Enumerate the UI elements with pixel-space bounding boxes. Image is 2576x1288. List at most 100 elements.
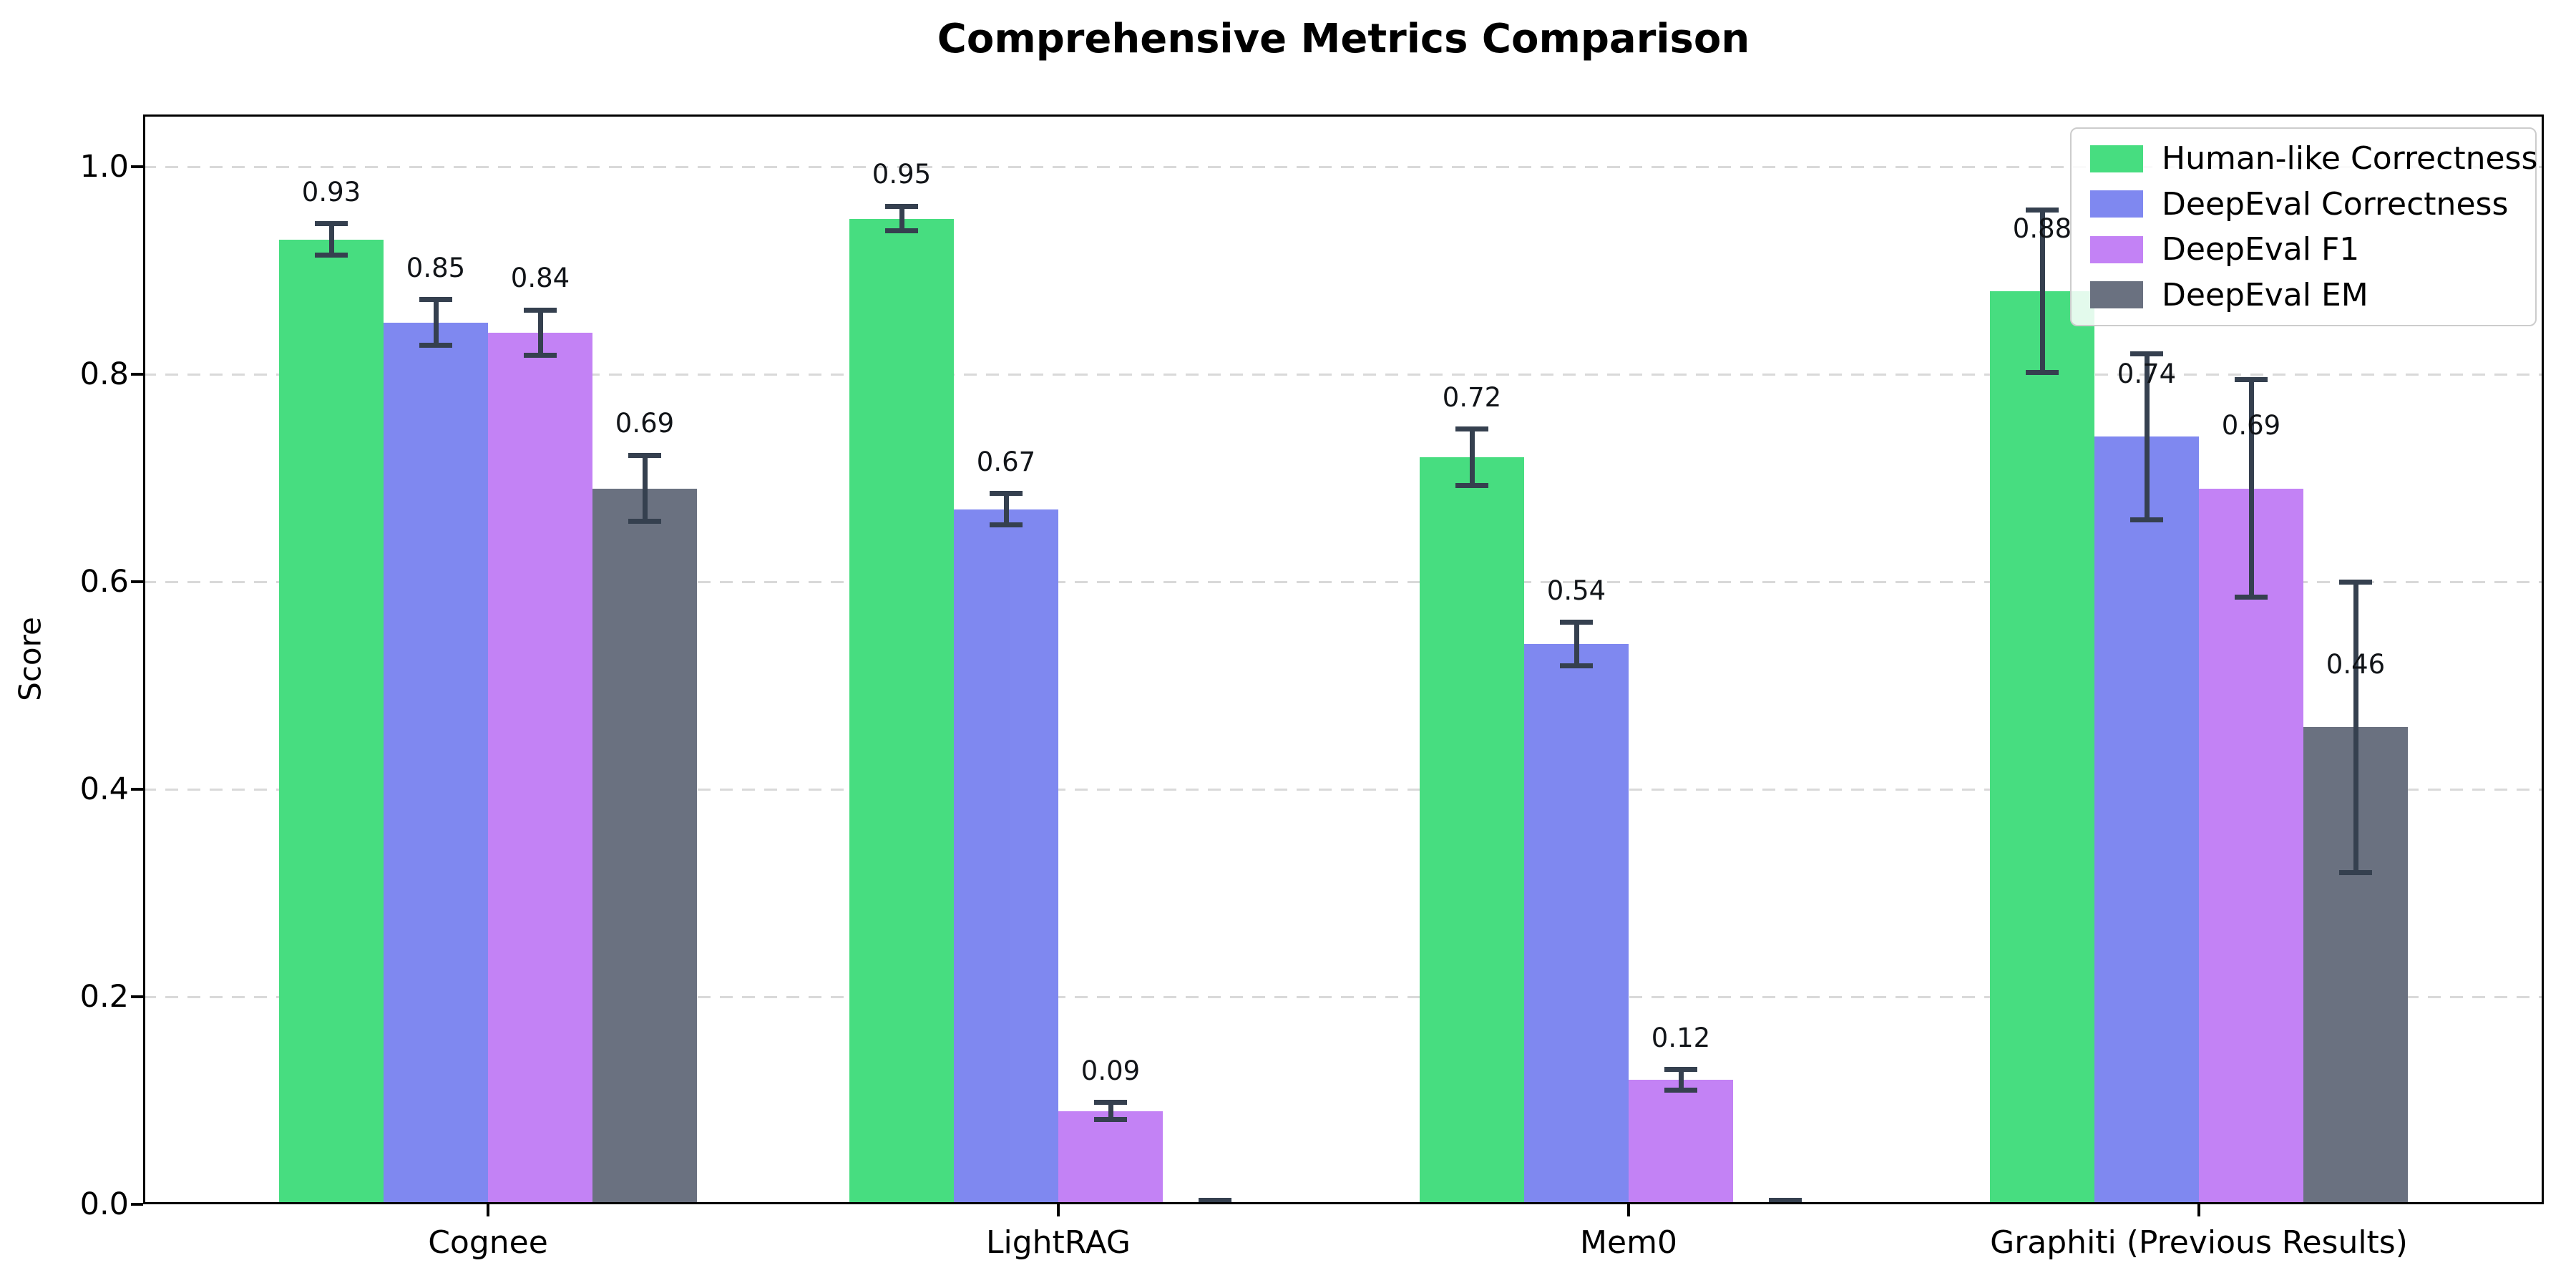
error-bar-cap-bottom [885,228,918,234]
bar-deepeval-f1 [488,333,592,1204]
bar-deepeval-correctness [384,322,488,1204]
bar-value-label: 0.72 [1442,382,1502,414]
error-bar-cap-bottom [1560,663,1593,668]
bar-deepeval-f1 [2199,488,2303,1204]
error-bar-cap-top [2339,579,2372,585]
bar-value-label: 0.12 [1651,1022,1711,1053]
x-tick-mark [1627,1204,1630,1216]
error-bar-cap-top [1769,1197,1802,1203]
error-bar-cap-top [1455,426,1488,432]
error-bar-line [1678,1069,1684,1091]
error-bar-cap-bottom [2130,517,2163,522]
error-bar-line [2039,210,2045,373]
legend-swatch-deepeval-f1 [2090,235,2143,263]
error-bar-cap-top [2026,208,2059,213]
gridline [143,581,2544,583]
gridline [143,374,2544,376]
error-bar-cap-bottom [2235,595,2268,600]
y-tick-mark [131,580,143,583]
y-tick-label: 0.6 [79,564,129,600]
error-bar-cap-bottom [1094,1116,1127,1122]
x-tick-mark [487,1204,489,1216]
bar-value-label: 0.09 [1080,1055,1141,1087]
error-bar-cap-top [628,452,661,458]
bar-value-label: 0.69 [615,408,675,439]
y-tick-label: 0.2 [79,979,129,1015]
error-bar-cap-bottom [1664,1088,1697,1093]
error-bar-cap-bottom [419,342,452,348]
bar-human-like-correctness [1990,291,2094,1204]
gridline [143,996,2544,998]
y-tick-mark [131,1203,143,1206]
bar-value-label: 0.95 [872,159,932,190]
y-tick-mark [131,165,143,168]
error-bar-cap-bottom [315,252,348,258]
legend-item: Human-like Correctness [2090,140,2538,177]
bar-value-label: 0.85 [406,252,466,283]
y-tick-label: 0.4 [79,771,129,807]
error-bar-cap-bottom [990,522,1023,527]
y-axis-label: Score [12,617,48,701]
error-bar-cap-top [1664,1067,1697,1072]
bar-value-label: 0.74 [2117,358,2177,389]
error-bar-line [1108,1102,1113,1120]
legend-label: DeepEval F1 [2162,231,2360,268]
bar-value-label: 0.84 [510,263,570,294]
error-bar-line [1469,429,1475,486]
x-category-label: Cognee [428,1224,548,1261]
legend-item: DeepEval F1 [2090,231,2535,268]
error-bar-line [2248,379,2254,597]
bar-value-label: 0.69 [2221,410,2281,441]
bar-deepeval-correctness [1524,644,1629,1204]
x-tick-mark [1057,1204,1060,1216]
x-category-label: LightRAG [985,1224,1131,1261]
bar-value-label: 0.46 [2326,648,2386,680]
error-bar-line [537,310,543,356]
error-bar-line [2353,582,2358,872]
bar-deepeval-em [592,488,697,1204]
gridline [143,789,2544,791]
y-tick-mark [131,788,143,791]
error-bar-cap-top [419,297,452,303]
bar-value-label: 0.93 [301,177,361,208]
bar-human-like-correctness [849,218,954,1204]
bar-human-like-correctness [279,239,384,1204]
bar-deepeval-f1 [1058,1111,1163,1204]
error-bar-line [1574,622,1579,666]
legend-label: DeepEval EM [2162,276,2368,313]
error-bar-cap-top [2235,376,2268,382]
error-bar-cap-bottom [628,519,661,525]
x-tick-mark [2197,1204,2200,1216]
legend-label: DeepEval Correctness [2162,185,2509,223]
bar-deepeval-correctness [954,509,1058,1204]
bar-value-label: 0.67 [976,447,1036,477]
y-tick-mark [131,995,143,998]
error-bar-line [433,299,439,346]
error-bar-cap-top [990,491,1023,497]
gridline [143,166,2544,168]
y-tick-label: 0.8 [79,356,129,392]
bar-human-like-correctness [1420,457,1524,1204]
error-bar-cap-top [524,307,557,313]
legend-label: Human-like Correctness [2162,140,2538,177]
bar-deepeval-f1 [1629,1080,1733,1204]
error-bar-cap-bottom [2339,869,2372,875]
error-bar-cap-top [1199,1197,1231,1203]
bar-value-label: 0.88 [2012,213,2072,244]
error-bar-line [642,455,648,522]
legend: Human-like Correctness DeepEval Correctne… [2070,127,2537,326]
error-bar-line [1003,493,1009,525]
chart-title: Comprehensive Metrics Comparison [937,16,1750,62]
error-bar-cap-top [1560,620,1593,625]
error-bar-cap-top [2130,351,2163,356]
error-bar-cap-top [1094,1100,1127,1106]
error-bar-cap-bottom [1455,482,1488,488]
error-bar-cap-bottom [524,353,557,358]
x-category-label: Graphiti (Previous Results) [1990,1224,2408,1261]
error-bar-cap-top [315,221,348,227]
legend-item: DeepEval EM [2090,277,2535,313]
legend-swatch-human-like-correctness [2090,145,2143,172]
error-bar-cap-bottom [2026,369,2059,375]
error-bar-line [899,206,904,231]
